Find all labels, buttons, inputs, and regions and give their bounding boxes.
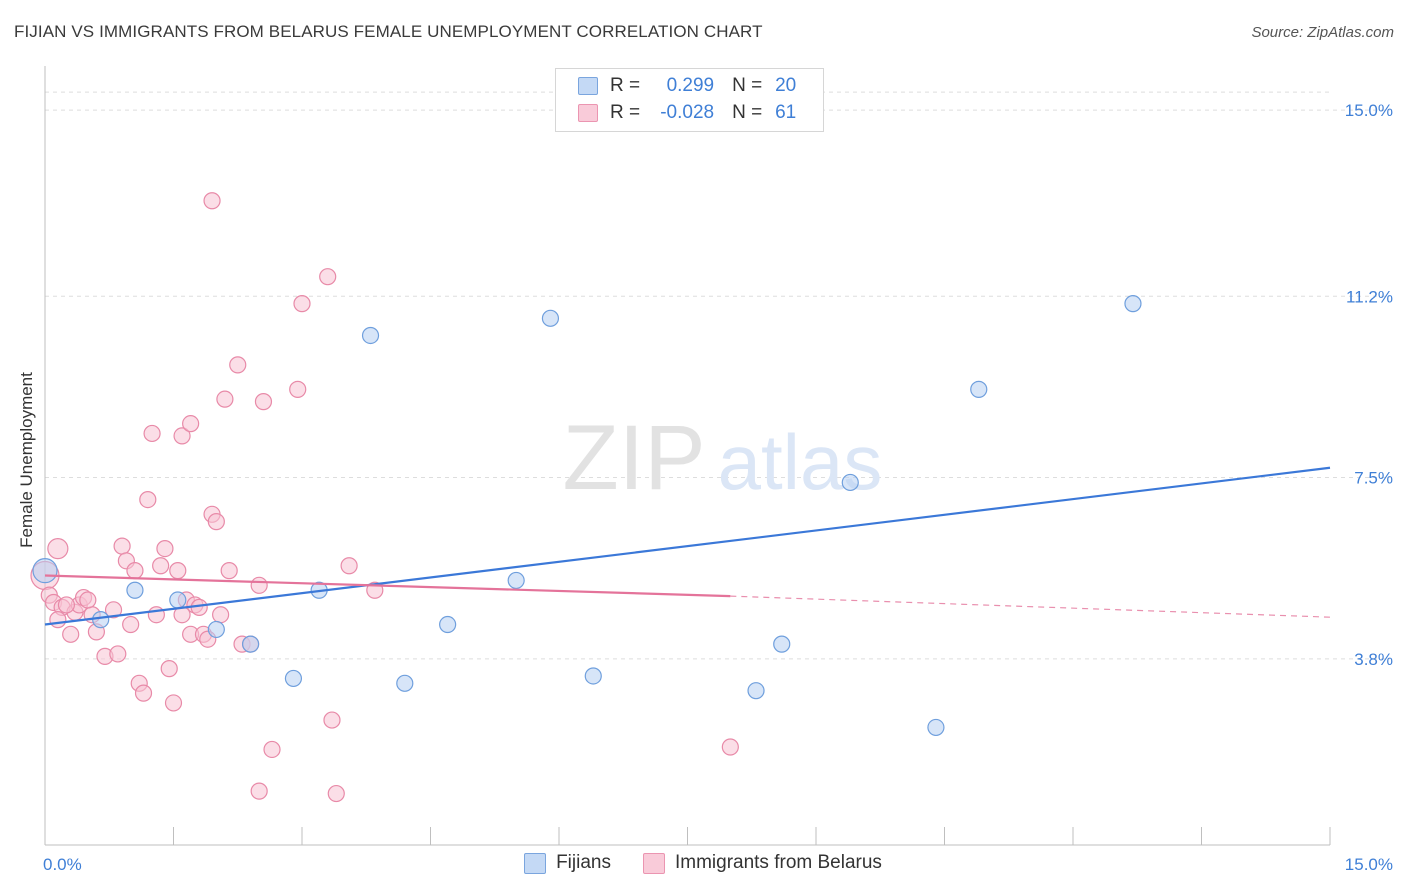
belarus-point bbox=[134, 684, 153, 702]
belarus-point bbox=[216, 390, 234, 408]
legend-n-value: 61 bbox=[775, 102, 797, 123]
x-tick-label-end: 15.0% bbox=[1345, 855, 1393, 874]
fijian-point bbox=[169, 591, 187, 609]
fijian-point bbox=[841, 473, 859, 492]
x-tick-label-start: 0.0% bbox=[43, 855, 82, 874]
y-tick-labels: 3.8% 7.5% 11.2% 15.0% bbox=[1345, 101, 1393, 669]
legend-swatch-pink bbox=[642, 852, 665, 874]
belarus-point bbox=[62, 625, 80, 643]
belarus-point bbox=[57, 596, 76, 614]
fijian-point bbox=[747, 682, 765, 700]
belarus-point bbox=[139, 490, 157, 509]
belarus-trend-extension bbox=[730, 595, 1331, 618]
fijian-point bbox=[32, 558, 58, 584]
fijian-point bbox=[439, 615, 457, 634]
fijian-point bbox=[396, 674, 414, 692]
legend-swatch-blue bbox=[524, 852, 547, 874]
y-tick-label: 11.2% bbox=[1346, 287, 1393, 306]
belarus-point bbox=[109, 645, 127, 663]
legend-r-value: -0.028 bbox=[660, 102, 715, 123]
belarus-point bbox=[173, 427, 191, 445]
belarus-point bbox=[250, 576, 268, 594]
fijian-point bbox=[1124, 295, 1142, 313]
fijian-point bbox=[207, 620, 225, 639]
belarus-point bbox=[229, 356, 247, 374]
belarus-point bbox=[203, 192, 221, 210]
chart-title: FIJIAN VS IMMIGRANTS FROM BELARUS FEMALE… bbox=[14, 22, 763, 41]
belarus-point bbox=[126, 562, 144, 580]
fijian-point bbox=[927, 718, 945, 737]
belarus-point bbox=[319, 268, 337, 286]
legend-r-label: R = bbox=[610, 102, 641, 123]
y-tick-label: 7.5% bbox=[1354, 469, 1393, 488]
belarus-point bbox=[289, 380, 307, 398]
fijian-point bbox=[361, 326, 380, 345]
belarus-point bbox=[164, 694, 183, 712]
fijian-point bbox=[92, 611, 110, 629]
watermark-zip: ZIP bbox=[562, 407, 705, 509]
legend-n-label: N = bbox=[732, 102, 763, 123]
fijian-points bbox=[32, 295, 1142, 737]
legend-series-name: Immigrants from Belarus bbox=[674, 852, 882, 873]
belarus-point bbox=[327, 784, 345, 803]
legend-row-fijians: R = 0.299 N = 20 bbox=[578, 73, 796, 99]
belarus-point bbox=[147, 606, 165, 624]
belarus-point bbox=[212, 606, 230, 624]
fijian-point bbox=[970, 380, 988, 398]
y-tick-label: 3.8% bbox=[1354, 650, 1393, 669]
belarus-point bbox=[113, 537, 131, 555]
belarus-point bbox=[323, 711, 341, 729]
watermark-atlas: atlas bbox=[718, 418, 883, 506]
legend-swatch-pink bbox=[578, 104, 598, 122]
belarus-point bbox=[47, 537, 69, 560]
belarus-point bbox=[293, 295, 311, 313]
belarus-point bbox=[340, 557, 358, 575]
legend-n-value: 20 bbox=[775, 75, 797, 96]
belarus-point bbox=[169, 562, 187, 580]
legend-r-value: 0.299 bbox=[666, 75, 715, 96]
belarus-point bbox=[104, 601, 123, 619]
series-legend: Fijians Immigrants from Belarus bbox=[0, 852, 1406, 874]
legend-series-name: Fijians bbox=[556, 852, 611, 873]
belarus-trend-line bbox=[44, 574, 731, 598]
belarus-point bbox=[79, 591, 97, 609]
correlation-legend: R = 0.299 N = 20 R = -0.028 N = 61 bbox=[555, 68, 824, 132]
belarus-point bbox=[122, 615, 140, 634]
fijian-point bbox=[126, 581, 144, 599]
belarus-point bbox=[207, 513, 225, 531]
belarus-point bbox=[156, 539, 174, 558]
belarus-point bbox=[182, 415, 200, 433]
fijian-point bbox=[242, 635, 260, 653]
source-label: Source: ZipAtlas.com bbox=[1251, 24, 1394, 41]
belarus-point bbox=[152, 557, 170, 575]
trend-lines bbox=[44, 466, 1331, 626]
legend-r-label: R = bbox=[610, 75, 641, 96]
watermark: ZIP atlas bbox=[562, 407, 882, 509]
fijian-point bbox=[773, 635, 791, 653]
belarus-point bbox=[49, 611, 67, 629]
legend-item-belarus: Immigrants from Belarus bbox=[642, 852, 882, 874]
legend-n-label: N = bbox=[732, 75, 763, 96]
belarus-point bbox=[160, 660, 178, 678]
belarus-point bbox=[721, 738, 739, 756]
fijian-point bbox=[584, 667, 602, 685]
legend-item-fijians: Fijians bbox=[524, 852, 611, 874]
belarus-point bbox=[263, 740, 281, 759]
belarus-point bbox=[143, 424, 161, 443]
fijian-point bbox=[541, 309, 560, 327]
legend-swatch-blue bbox=[578, 77, 598, 95]
belarus-point bbox=[254, 393, 273, 411]
legend-row-belarus: R = -0.028 N = 61 bbox=[578, 100, 796, 126]
belarus-point bbox=[250, 782, 268, 800]
fijian-point bbox=[507, 571, 525, 590]
belarus-point bbox=[220, 562, 238, 580]
y-tick-label: 15.0% bbox=[1345, 101, 1393, 120]
grid-lines bbox=[45, 91, 1390, 660]
fijian-point bbox=[284, 669, 303, 688]
fijian-trend-line bbox=[44, 466, 1331, 626]
x-tick-labels: 0.0% 15.0% bbox=[43, 855, 1393, 874]
axes bbox=[44, 66, 1331, 846]
